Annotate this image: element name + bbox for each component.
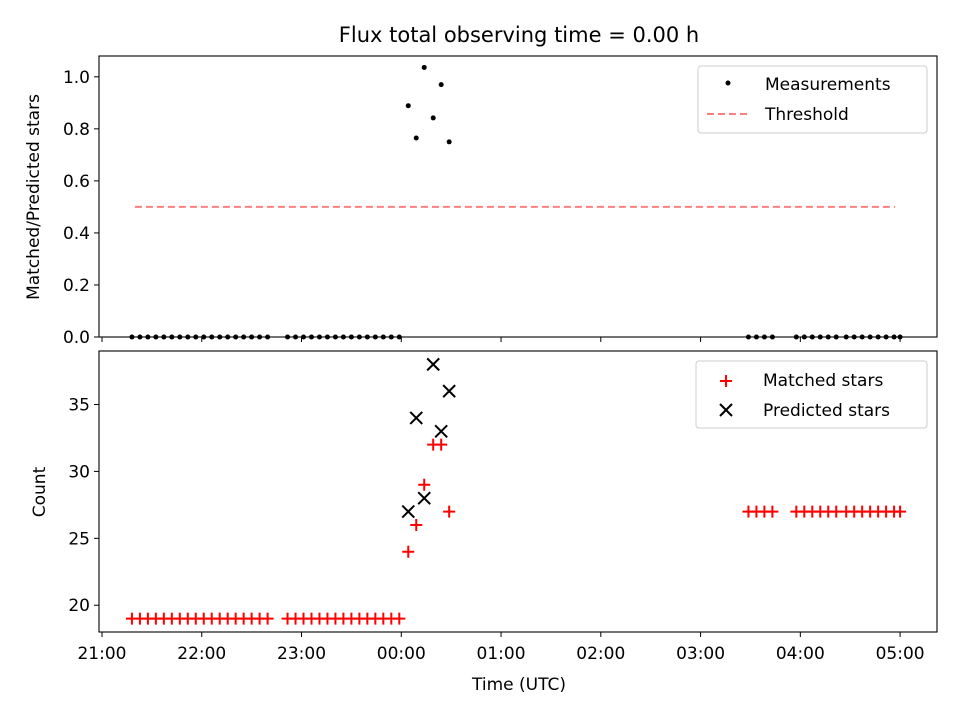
- matched-star-point: [435, 438, 448, 451]
- predicted-star-point: [426, 357, 440, 372]
- x-tick-label: 21:00: [77, 644, 126, 664]
- legend-marker-matched: [720, 375, 732, 387]
- bottom-legend: Matched stars Predicted stars: [695, 360, 928, 429]
- top-x-ticks: [101, 337, 901, 342]
- matched-star-point: [894, 505, 907, 518]
- y-tick-label: 30: [68, 462, 90, 482]
- x-tick-label: 03:00: [676, 644, 725, 664]
- y-tick-label: 0.2: [63, 276, 90, 296]
- legend-label-matched: Matched stars: [763, 371, 883, 391]
- matched-star-point: [766, 505, 779, 518]
- measurement-point: [446, 139, 452, 145]
- bottom-points: [125, 357, 907, 625]
- matched-star-point: [261, 612, 274, 625]
- legend-marker-predicted: [719, 403, 733, 417]
- x-tick-label: 22:00: [177, 644, 226, 664]
- predicted-star-point: [434, 424, 448, 438]
- x-tick-label: 04:00: [776, 644, 825, 664]
- predicted-star-point: [442, 384, 456, 398]
- legend-label-threshold: Threshold: [764, 105, 849, 125]
- top-panel: 0.0 0.2 0.4 0.6 0.8 1.0 Matched/Predicted sta…: [24, 55, 938, 348]
- matched-star-point: [393, 612, 406, 625]
- y-tick-label: 25: [68, 529, 90, 549]
- measurement-point: [413, 135, 419, 141]
- legend-label-measurements: Measurements: [765, 75, 891, 95]
- x-tick-label: 02:00: [576, 644, 625, 664]
- top-y-ticks: 0.0 0.2 0.4 0.6 0.8 1.0: [63, 68, 99, 348]
- bottom-y-axis-label: Count: [30, 466, 50, 517]
- bottom-legend-box: [695, 360, 928, 429]
- y-tick-label: 0.4: [63, 224, 90, 244]
- y-tick-label: 20: [68, 596, 90, 616]
- matched-star-point: [443, 505, 456, 518]
- legend-marker-measurements: [725, 80, 731, 86]
- y-tick-label: 0.8: [63, 120, 90, 140]
- top-legend-box: [697, 65, 928, 134]
- x-tick-label: 00:00: [377, 644, 426, 664]
- bottom-y-ticks: 20 25 30 35: [68, 396, 99, 616]
- predicted-star-point: [409, 411, 423, 425]
- measurement-point: [438, 82, 444, 88]
- measurement-point: [430, 115, 436, 121]
- matched-star-point: [410, 518, 423, 531]
- y-tick-label: 0.0: [63, 328, 90, 348]
- matched-star-point: [418, 478, 431, 491]
- x-tick-label: 23:00: [277, 644, 326, 664]
- predicted-star-point: [417, 491, 431, 505]
- bottom-panel: 20 25 30 35 21:00 22:00 23:00 00:00 01:00 02:00 0…: [30, 350, 938, 695]
- y-tick-label: 1.0: [63, 68, 90, 88]
- y-tick-label: 0.6: [63, 172, 90, 192]
- bottom-axes-frame: [98, 350, 938, 633]
- x-tick-label: 05:00: [876, 644, 925, 664]
- matched-star-point: [402, 545, 415, 558]
- y-tick-label: 35: [68, 396, 90, 416]
- legend-label-predicted: Predicted stars: [763, 401, 890, 421]
- predicted-star-point: [401, 504, 415, 519]
- top-y-axis-label: Matched/Predicted stars: [24, 94, 44, 300]
- measurement-point: [405, 103, 411, 109]
- chart-title: Flux total observing time = 0.00 h: [339, 23, 699, 47]
- measurement-point: [421, 64, 427, 70]
- x-tick-label: 01:00: [477, 644, 526, 664]
- bottom-x-ticks: 21:00 22:00 23:00 00:00 01:00 02:00 03:00 04:00…: [77, 632, 925, 664]
- x-axis-label: Time (UTC): [471, 675, 566, 695]
- top-axes-frame: [98, 55, 938, 338]
- top-legend: Measurements Threshold: [697, 65, 928, 134]
